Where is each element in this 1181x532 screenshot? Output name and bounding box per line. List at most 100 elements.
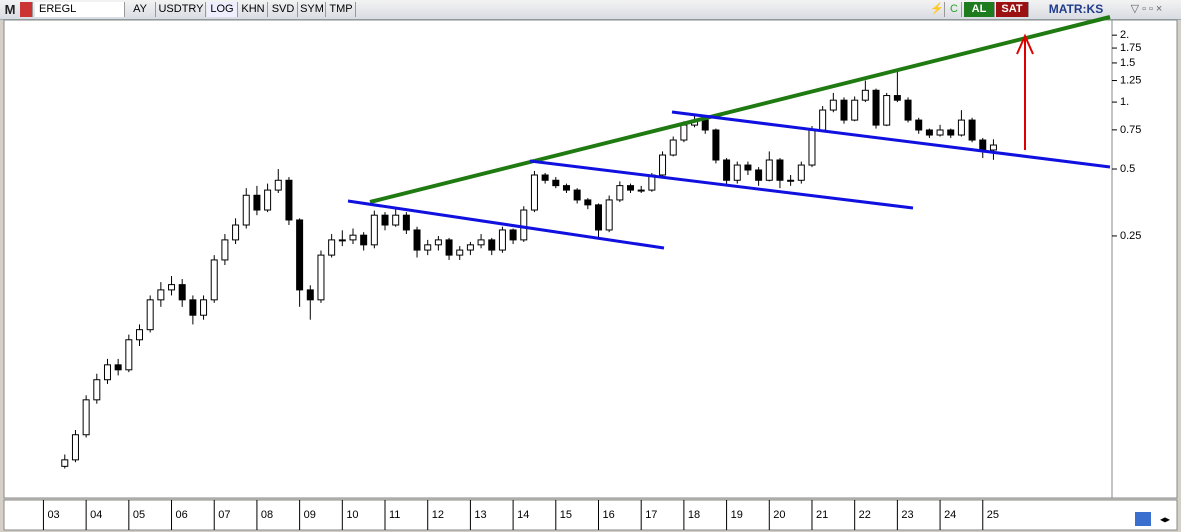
candle-body [424,244,432,251]
candle-body [659,154,667,176]
candle-body [285,179,293,221]
channel-line [347,199,665,250]
candle-body [744,164,752,171]
candle-body [93,379,101,401]
candle-body [957,119,965,136]
x-tick-label: 18 [688,509,700,521]
candle-body [381,214,389,226]
candle-body [989,144,997,151]
candle-body [146,299,154,331]
candle-body [445,239,453,256]
buy-button[interactable]: AL [964,2,995,17]
symbol-field[interactable]: EREGL [35,2,125,17]
candle-body [723,159,731,181]
y-tick-label: 0.75 [1120,124,1141,136]
toolbar-button[interactable]: TMP [327,2,356,17]
candle-body [819,109,827,131]
candle-body [370,214,378,246]
icon[interactable]: C [947,2,962,17]
candle-body [136,329,144,341]
brand: MATR:KS [1048,2,1104,16]
candle-body [114,364,122,371]
candle-body [883,95,891,126]
candle-body [488,239,496,251]
icon[interactable]: ⚡ [930,2,945,17]
candle-body [840,99,848,121]
candle-body [755,169,763,181]
candle-body [701,119,709,131]
candle-body [936,129,944,136]
candle-body [392,214,400,226]
y-tick-label: 1.5 [1120,57,1135,69]
target-arrow-head [1016,33,1034,55]
candle-body [402,214,410,231]
toolbar-button[interactable]: SVD [269,2,298,17]
candle-body [605,199,613,231]
x-tick-label: 25 [987,509,999,521]
candle-body [456,249,464,256]
candle-body [178,284,186,301]
trend-line [369,15,1111,204]
candle-body [829,99,837,111]
candle-body [477,239,485,246]
sell-button[interactable]: SAT [996,2,1029,17]
y-tick-label: 0.25 [1120,230,1141,242]
candle-body [541,174,549,181]
candle-body [979,139,987,151]
candle-body [168,284,176,291]
candle-body [434,239,442,246]
candle-body [530,174,538,211]
x-tick-label: 07 [218,509,230,521]
candle-body [413,229,421,251]
toolbar-button[interactable]: KHN [239,2,268,17]
candle-body [765,159,773,181]
candle-body [712,129,720,161]
x-tick-label: 24 [944,509,956,521]
candle-body [669,139,677,156]
candle-body [808,129,816,166]
candle-body [776,159,784,181]
menu-button[interactable]: M [4,2,16,17]
candle-body [925,129,933,136]
scroll-arrows[interactable]: ◂▸ [1160,515,1170,526]
candle-body [627,185,635,191]
toolbar-button[interactable]: LOG [207,2,238,17]
candle-body [509,229,517,241]
x-tick-label: 05 [133,509,145,521]
x-tick-label: 10 [346,509,358,521]
candle-body [274,179,282,191]
refresh-icon[interactable] [1135,512,1151,526]
x-tick-label: 14 [517,509,529,521]
candle-body [562,185,570,191]
candle-body [915,119,923,131]
candle-body [82,399,90,436]
x-axis-strip [3,499,1178,531]
candle-body [573,189,581,201]
x-tick-label: 12 [432,509,444,521]
x-tick-label: 16 [602,509,614,521]
toolbar-button[interactable]: SYM [299,2,326,17]
candle-body [61,459,69,467]
toolbar-button[interactable]: AY [125,2,156,17]
y-tick-label: 1. [1120,96,1129,108]
x-tick-label: 03 [47,509,59,521]
x-tick-label: 17 [645,509,657,521]
y-tick-label: 1.75 [1120,42,1141,54]
plot-frame [3,19,1178,499]
candle-body [242,194,250,226]
window-controls[interactable]: ▽▫▫× [1130,3,1166,15]
x-tick-label: 11 [389,509,400,521]
toolbar: M EREGL AY USDTRY LOG KHN SVD SYM TMP ⚡ C AL S… [0,0,1181,20]
candle-body [317,254,325,301]
candle-body [498,229,506,251]
x-tick-label: 04 [90,509,102,521]
icon[interactable] [20,2,33,17]
candle-body [232,224,240,241]
candle-body [189,299,197,316]
x-tick-label: 20 [773,509,785,521]
candle-body [594,204,602,231]
candle-body [872,89,880,126]
toolbar-button[interactable]: USDTRY [157,2,206,17]
candle-body [306,289,314,301]
